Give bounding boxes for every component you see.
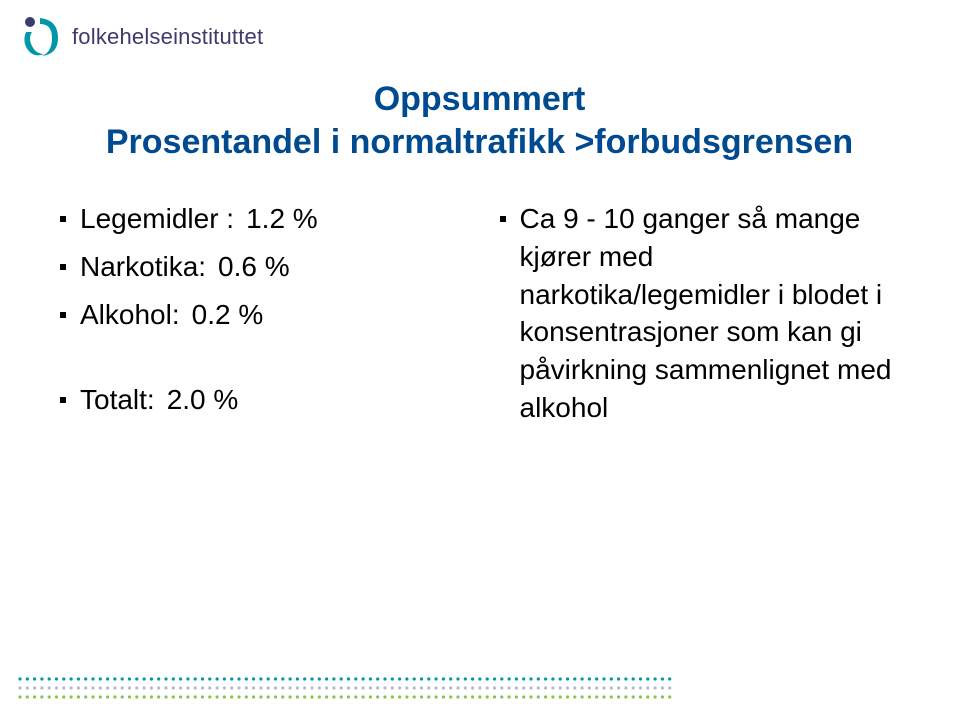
footer-dots-icon [18, 675, 678, 705]
stat-label: Legemidler : [80, 200, 234, 238]
logo-mark-icon [18, 14, 64, 60]
right-column: Ca 9 - 10 ganger så mange kjører med nar… [480, 200, 900, 437]
logo-text: folkehelseinstituttet [72, 24, 263, 50]
stat-row: Alkohol: 0.2 % [60, 296, 460, 334]
stat-label: Narkotika: [80, 248, 206, 286]
note-row: Ca 9 - 10 ganger så mange kjører med nar… [500, 200, 900, 427]
stat-row: Narkotika: 0.6 % [60, 248, 460, 286]
logo: folkehelseinstituttet [18, 14, 263, 60]
stat-value: 1.2 % [246, 200, 318, 238]
slide-title: Oppsummert Prosentandel i normaltrafikk … [0, 78, 959, 163]
bullet-icon [60, 397, 66, 403]
stat-row-total: Totalt: 2.0 % [60, 381, 460, 419]
content-columns: Legemidler : 1.2 % Narkotika: 0.6 % Alko… [60, 200, 899, 437]
bullet-icon [60, 264, 66, 270]
stat-value: 0.6 % [218, 248, 290, 286]
title-line-1: Oppsummert [0, 78, 959, 121]
stat-label: Alkohol: [80, 296, 180, 334]
stat-value: 0.2 % [192, 296, 264, 334]
bullet-icon [500, 216, 506, 222]
title-line-2: Prosentandel i normaltrafikk >forbudsgre… [0, 121, 959, 164]
stat-value: 2.0 % [167, 381, 239, 419]
bullet-icon [60, 216, 66, 222]
left-column: Legemidler : 1.2 % Narkotika: 0.6 % Alko… [60, 200, 480, 437]
bullet-icon [60, 312, 66, 318]
stat-label: Totalt: [80, 381, 155, 419]
stat-row: Legemidler : 1.2 % [60, 200, 460, 238]
note-text: Ca 9 - 10 ganger så mange kjører med nar… [520, 200, 900, 427]
